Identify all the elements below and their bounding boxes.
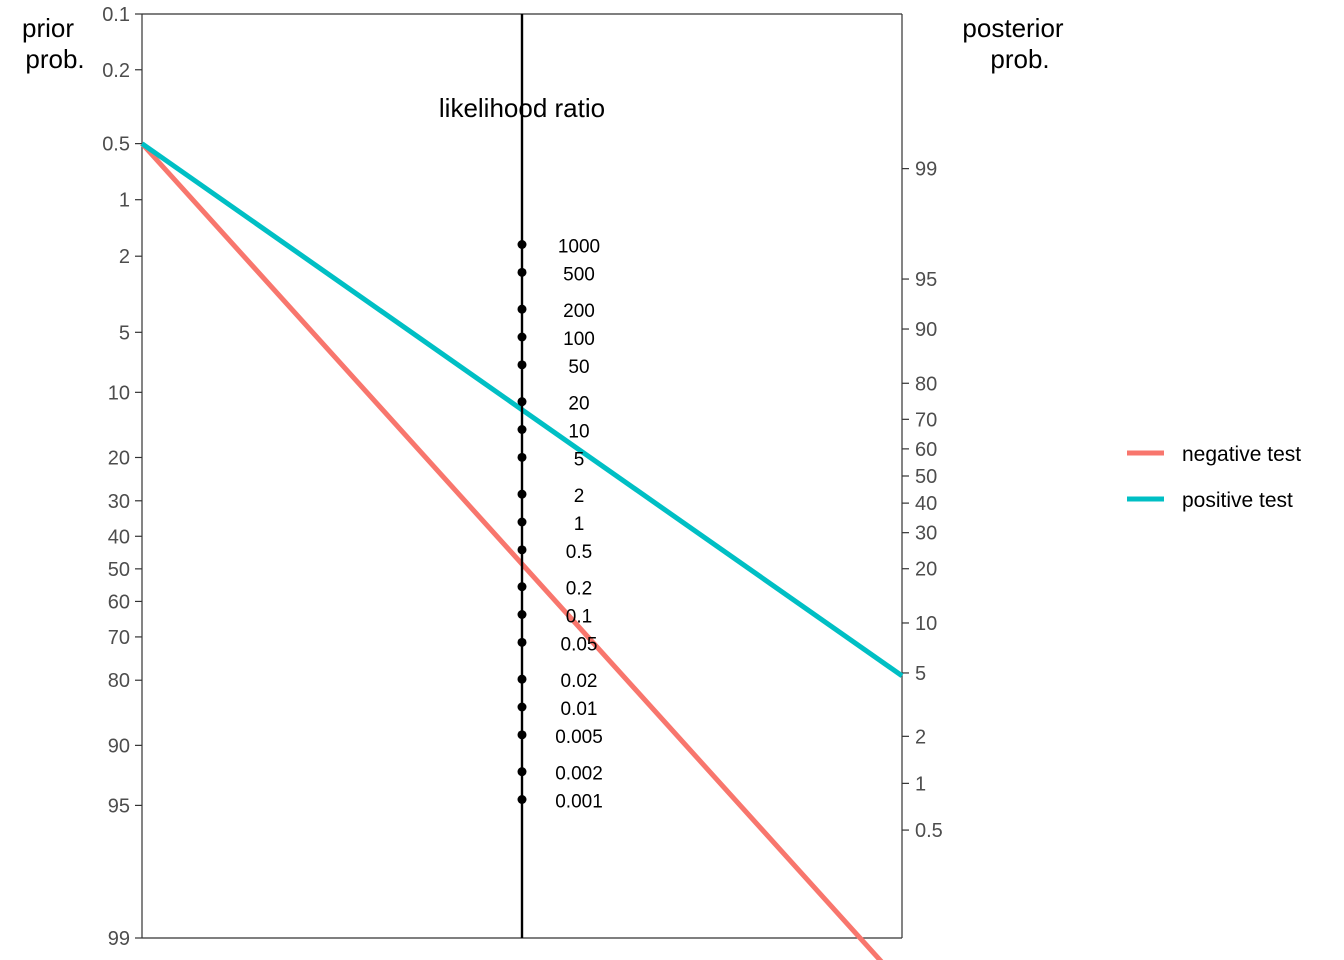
lr-tick-label-0p1: 0.1 [566, 607, 592, 628]
right-tick-label-80: 80 [915, 373, 937, 395]
left-tick-label-40: 40 [108, 526, 130, 548]
lr-tick-label-200: 200 [563, 301, 595, 322]
left-tick-label-2: 2 [119, 246, 130, 268]
lr-tick-dot-0p02 [517, 674, 527, 684]
right-tick-label-20: 20 [915, 559, 937, 581]
legend-label-positive-test: positive test [1182, 489, 1293, 512]
lr-tick-label-1: 1 [574, 514, 585, 535]
lr-tick-label-0p001: 0.001 [555, 792, 603, 813]
left-tick-label-80: 80 [108, 670, 130, 692]
right-tick-label-5: 5 [915, 663, 926, 685]
lr-tick-dot-0p2 [517, 582, 527, 592]
lr-tick-dot-100 [517, 332, 527, 342]
left-axis-title-line-2: prob. [25, 44, 84, 74]
lr-tick-dot-2 [517, 489, 527, 499]
lr-tick-dot-0p05 [517, 637, 527, 647]
right-axis-ticks: 99 95 90 80 70 60 50 40 30 20 10 5 2 1 0.5 [902, 159, 943, 842]
lr-tick-dot-50 [517, 360, 527, 370]
lr-tick-dot-500 [517, 267, 527, 277]
lr-tick-label-0p005: 0.005 [555, 727, 603, 748]
lr-tick-label-0p2: 0.2 [566, 579, 592, 600]
left-axis-title-line-1: prior [22, 13, 74, 43]
lr-tick-dot-10 [517, 425, 527, 434]
left-tick-label-20: 20 [108, 447, 130, 469]
lr-tick-label-10: 10 [568, 422, 589, 443]
right-tick-label-95: 95 [915, 269, 937, 291]
left-tick-label-0p1: 0.1 [102, 4, 130, 26]
left-tick-label-60: 60 [108, 591, 130, 613]
right-tick-label-40: 40 [915, 493, 937, 515]
right-tick-label-10: 10 [915, 613, 937, 635]
lr-tick-dot-0p1 [517, 610, 527, 619]
lr-tick-dot-0p01 [517, 702, 527, 712]
right-axis-title-line-1: posterior [962, 13, 1063, 43]
right-tick-label-50: 50 [915, 466, 937, 488]
lr-tick-dot-0p002 [517, 767, 527, 777]
lr-tick-dot-20 [517, 397, 527, 407]
right-tick-label-99: 99 [915, 159, 937, 181]
lr-tick-label-2: 2 [574, 486, 585, 507]
lr-tick-label-5: 5 [574, 449, 585, 470]
likelihood-ratio-axis: 1000 500 200 100 50 20 10 5 2 1 0.5 0.2 0.1 0.05 0.02 0… [517, 14, 603, 938]
right-axis-title-line-2: prob. [990, 44, 1049, 74]
right-tick-label-0p5: 0.5 [915, 820, 943, 842]
lr-tick-label-0p05: 0.05 [561, 634, 598, 655]
lr-tick-label-500: 500 [563, 264, 595, 285]
lr-tick-dot-5 [517, 452, 527, 462]
lr-tick-dot-0p001 [517, 795, 527, 804]
left-tick-label-0p5: 0.5 [102, 134, 130, 156]
left-tick-label-1: 1 [119, 190, 130, 212]
right-tick-label-90: 90 [915, 319, 937, 341]
likelihood-ratio-ticks: 1000 500 200 100 50 20 10 5 2 1 0.5 0.2 0.1 0.05 0.02 0… [517, 237, 603, 813]
lr-tick-label-0p02: 0.02 [561, 671, 598, 692]
left-tick-label-99: 99 [108, 928, 130, 950]
right-tick-label-60: 60 [915, 439, 937, 461]
lr-tick-label-0p01: 0.01 [561, 699, 598, 720]
lr-tick-label-100: 100 [563, 329, 595, 350]
lr-tick-label-50: 50 [568, 357, 589, 378]
left-tick-label-5: 5 [119, 322, 130, 344]
left-tick-label-50: 50 [108, 559, 130, 581]
legend-label-negative-test: negative test [1182, 443, 1301, 466]
left-axis-ticks: 0.1 0.2 0.5 1 2 5 10 20 30 40 50 60 70 80 90 95 99 [102, 4, 142, 950]
left-tick-label-70: 70 [108, 627, 130, 649]
likelihood-ratio-title: likelihood ratio [439, 93, 605, 123]
lr-tick-dot-200 [517, 304, 527, 314]
lr-tick-dot-1 [517, 517, 527, 527]
right-tick-label-1: 1 [915, 773, 926, 795]
legend: negative test positive test [1127, 443, 1301, 512]
right-tick-label-30: 30 [915, 523, 937, 545]
lr-tick-label-20: 20 [568, 394, 589, 415]
right-tick-label-70: 70 [915, 409, 937, 431]
lr-tick-label-0p5: 0.5 [566, 542, 592, 563]
left-tick-label-95: 95 [108, 795, 130, 817]
lr-tick-label-1000: 1000 [558, 237, 600, 258]
left-tick-label-90: 90 [108, 735, 130, 757]
lr-tick-dot-1000 [517, 240, 527, 249]
lr-tick-dot-0p005 [517, 730, 527, 740]
left-tick-label-30: 30 [108, 491, 130, 513]
lr-tick-label-0p002: 0.002 [555, 764, 603, 785]
lr-tick-dot-0p5 [517, 545, 527, 555]
left-tick-label-10: 10 [108, 382, 130, 404]
left-tick-label-0p2: 0.2 [102, 60, 130, 82]
right-tick-label-2: 2 [915, 726, 926, 748]
